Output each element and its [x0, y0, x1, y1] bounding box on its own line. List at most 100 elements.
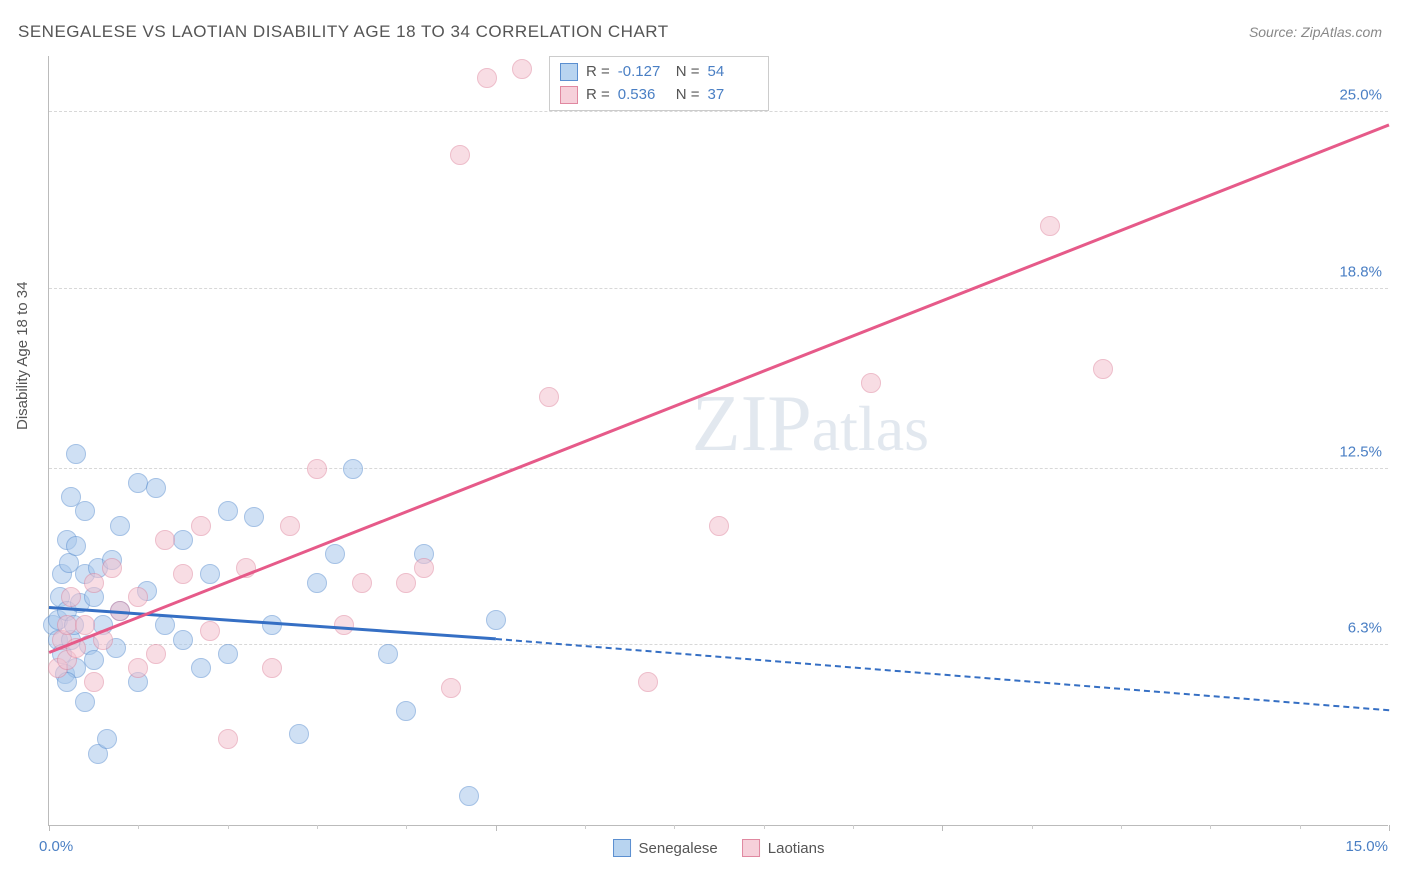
x-tick-minor: [406, 825, 407, 829]
scatter-point: [638, 672, 658, 692]
series-swatch: [560, 63, 578, 81]
n-label: N =: [676, 84, 700, 107]
r-label: R =: [586, 84, 610, 107]
source-attribution: Source: ZipAtlas.com: [1249, 24, 1382, 40]
scatter-point: [173, 630, 193, 650]
gridline: [49, 468, 1388, 469]
x-tick-minor: [138, 825, 139, 829]
y-tick-label: 6.3%: [1348, 620, 1382, 637]
scatter-point: [191, 658, 211, 678]
stats-row: R = 0.536 N = 37: [560, 84, 758, 107]
scatter-point: [861, 373, 881, 393]
gridline: [49, 111, 1388, 112]
trend-line: [49, 124, 1390, 654]
plot-area: ZIPatlas R =-0.127N =54R =0.536N =37 Sen…: [48, 56, 1388, 826]
scatter-point: [75, 615, 95, 635]
scatter-point: [146, 478, 166, 498]
scatter-point: [102, 558, 122, 578]
x-tick: [49, 825, 50, 831]
scatter-point: [1040, 216, 1060, 236]
x-axis-max-label: 15.0%: [1345, 838, 1388, 855]
scatter-point: [200, 621, 220, 641]
scatter-point: [75, 501, 95, 521]
scatter-point: [146, 644, 166, 664]
x-tick-minor: [764, 825, 765, 829]
scatter-point: [75, 692, 95, 712]
scatter-point: [200, 564, 220, 584]
scatter-point: [307, 459, 327, 479]
scatter-point: [244, 507, 264, 527]
scatter-point: [61, 587, 81, 607]
y-axis-label: Disability Age 18 to 34: [14, 282, 31, 430]
scatter-point: [280, 516, 300, 536]
n-value: 37: [708, 84, 758, 107]
scatter-point: [378, 644, 398, 664]
scatter-point: [128, 587, 148, 607]
stats-box: R = -0.127 N = 54 R = 0.536 N = 37: [549, 56, 769, 111]
scatter-point: [307, 573, 327, 593]
scatter-point: [110, 516, 130, 536]
watermark: ZIPatlas: [692, 379, 929, 470]
x-axis-min-label: 0.0%: [39, 838, 73, 855]
n-value: 54: [708, 61, 758, 84]
scatter-point: [450, 145, 470, 165]
scatter-point: [218, 729, 238, 749]
x-tick-minor: [1210, 825, 1211, 829]
scatter-point: [325, 544, 345, 564]
x-tick-minor: [228, 825, 229, 829]
scatter-point: [396, 701, 416, 721]
legend-label: Laotians: [768, 840, 825, 857]
x-tick: [942, 825, 943, 831]
r-value: 0.536: [618, 84, 668, 107]
chart-title: SENEGALESE VS LAOTIAN DISABILITY AGE 18 …: [18, 22, 669, 42]
scatter-point: [173, 564, 193, 584]
scatter-point: [262, 658, 282, 678]
x-tick-minor: [1121, 825, 1122, 829]
x-tick: [1389, 825, 1390, 831]
scatter-point: [262, 615, 282, 635]
scatter-point: [459, 786, 479, 806]
x-tick-minor: [853, 825, 854, 829]
legend-item: Laotians: [742, 839, 825, 857]
y-tick-label: 25.0%: [1339, 87, 1382, 104]
x-tick-minor: [317, 825, 318, 829]
scatter-point: [84, 573, 104, 593]
legend: Senegalese Laotians: [613, 839, 825, 857]
scatter-point: [173, 530, 193, 550]
n-label: N =: [676, 61, 700, 84]
scatter-point: [352, 573, 372, 593]
scatter-point: [289, 724, 309, 744]
scatter-point: [191, 516, 211, 536]
scatter-point: [477, 68, 497, 88]
stats-row: R = -0.127 N = 54: [560, 61, 758, 84]
legend-swatch: [742, 839, 760, 857]
legend-label: Senegalese: [639, 840, 718, 857]
r-value: -0.127: [618, 61, 668, 84]
y-tick-label: 12.5%: [1339, 443, 1382, 460]
scatter-point: [1093, 359, 1113, 379]
r-label: R =: [586, 61, 610, 84]
scatter-point: [709, 516, 729, 536]
scatter-point: [66, 444, 86, 464]
scatter-point: [84, 650, 104, 670]
x-tick-minor: [585, 825, 586, 829]
scatter-point: [218, 501, 238, 521]
scatter-point: [512, 59, 532, 79]
trend-line-extrapolated: [496, 638, 1389, 711]
legend-item: Senegalese: [613, 839, 718, 857]
scatter-point: [396, 573, 416, 593]
scatter-point: [441, 678, 461, 698]
scatter-point: [128, 658, 148, 678]
scatter-point: [486, 610, 506, 630]
scatter-point: [343, 459, 363, 479]
series-swatch: [560, 86, 578, 104]
x-tick: [496, 825, 497, 831]
x-tick-minor: [674, 825, 675, 829]
scatter-point: [414, 558, 434, 578]
scatter-point: [84, 672, 104, 692]
scatter-point: [66, 536, 86, 556]
x-tick-minor: [1300, 825, 1301, 829]
gridline: [49, 644, 1388, 645]
legend-swatch: [613, 839, 631, 857]
scatter-point: [155, 530, 175, 550]
